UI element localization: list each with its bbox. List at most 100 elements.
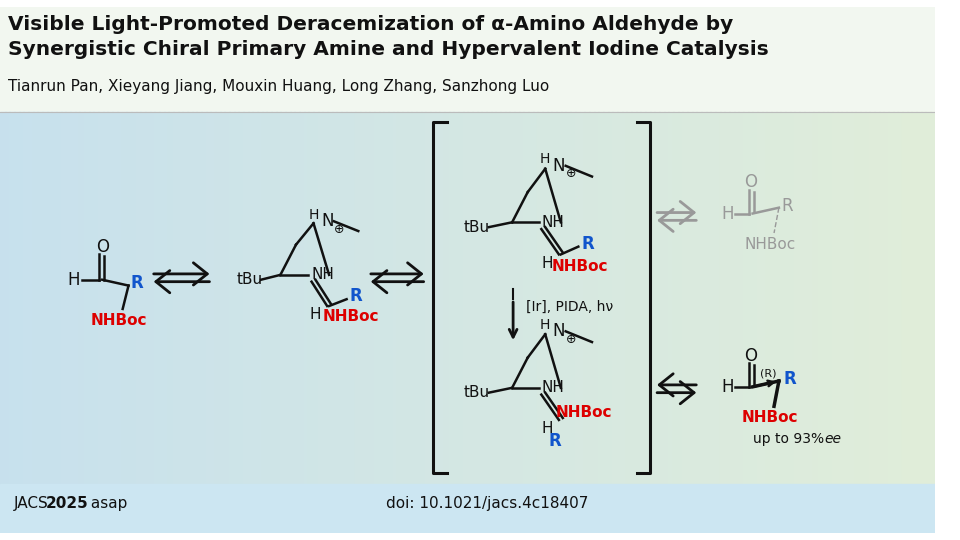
Bar [514,112,519,533]
Text: H: H [541,255,553,271]
Bar [645,112,651,533]
Bar [229,112,234,533]
Bar [687,112,693,533]
Bar [804,112,809,533]
Bar [729,112,734,533]
Text: H: H [721,378,733,396]
Text: Visible Light-Promoted Deracemization of α-Amino Aldehyde by: Visible Light-Promoted Deracemization of… [8,15,733,34]
Text: O: O [744,347,757,364]
Bar [402,112,408,533]
Bar [626,112,632,533]
Bar [444,112,449,533]
Bar [370,112,374,533]
Bar [640,112,646,533]
Bar [612,112,618,533]
Bar [220,112,226,533]
Bar [393,112,398,533]
Bar [523,112,529,533]
Bar [720,112,726,533]
Bar [126,112,132,533]
Text: NHBoc: NHBoc [552,259,609,274]
Bar [145,112,151,533]
Bar [491,112,496,533]
Bar [117,112,123,533]
Bar [771,112,777,533]
Bar [323,112,328,533]
Bar [33,112,38,533]
Text: R: R [131,274,144,292]
Bar [225,112,230,533]
Bar [131,112,136,533]
Bar [757,112,763,533]
Bar [893,112,899,533]
Text: NH: NH [312,267,334,282]
Text: tBu: tBu [236,272,262,287]
Text: up to 93%: up to 93% [753,433,828,447]
Bar [355,112,361,533]
Text: H: H [721,205,733,222]
Bar [533,112,539,533]
Bar [440,112,444,533]
Bar [468,112,473,533]
Text: tBu: tBu [464,220,491,235]
Bar [518,112,524,533]
Bar [902,112,907,533]
Bar [585,112,589,533]
Bar [350,112,356,533]
Bar [280,112,286,533]
Text: N: N [321,212,333,231]
Text: O: O [96,238,108,255]
Bar [168,112,174,533]
Text: JACS: JACS [13,496,53,511]
Bar [710,112,716,533]
Bar [785,112,791,533]
Bar [813,112,819,533]
Bar [5,112,11,533]
Bar [621,112,627,533]
Bar [108,112,113,533]
Text: NH: NH [541,380,564,395]
Bar [500,112,506,533]
Bar [486,112,492,533]
Bar [285,112,291,533]
Bar [257,112,263,533]
Text: N: N [553,157,565,175]
Text: (R): (R) [760,368,777,378]
Bar [538,112,543,533]
Bar [205,112,211,533]
Bar [663,112,669,533]
Bar [603,112,609,533]
Bar [173,112,179,533]
Text: Synergistic Chiral Primary Amine and Hypervalent Iodine Catalysis: Synergistic Chiral Primary Amine and Hyp… [8,40,769,59]
Bar [332,112,338,533]
Bar [93,112,99,533]
Text: 2025: 2025 [46,496,88,511]
Text: R: R [548,433,562,450]
Bar [150,112,156,533]
Bar [528,112,534,533]
Bar [743,112,749,533]
Text: NH: NH [541,215,564,230]
Bar [37,112,43,533]
Bar [346,112,351,533]
Bar [135,112,141,533]
Bar [378,112,384,533]
Bar [453,112,459,533]
Bar [463,112,468,533]
Bar [696,112,702,533]
Bar [766,112,772,533]
Bar [122,112,127,533]
Text: H: H [310,307,322,322]
Bar [0,484,935,533]
Bar [266,112,272,533]
Bar [575,112,581,533]
Bar [808,112,814,533]
Bar [598,112,604,533]
Bar [580,112,586,533]
Bar [748,112,754,533]
Bar [906,112,912,533]
Bar [388,112,394,533]
Bar [898,112,903,533]
Text: NHBoc: NHBoc [556,404,612,420]
Bar [841,112,847,533]
